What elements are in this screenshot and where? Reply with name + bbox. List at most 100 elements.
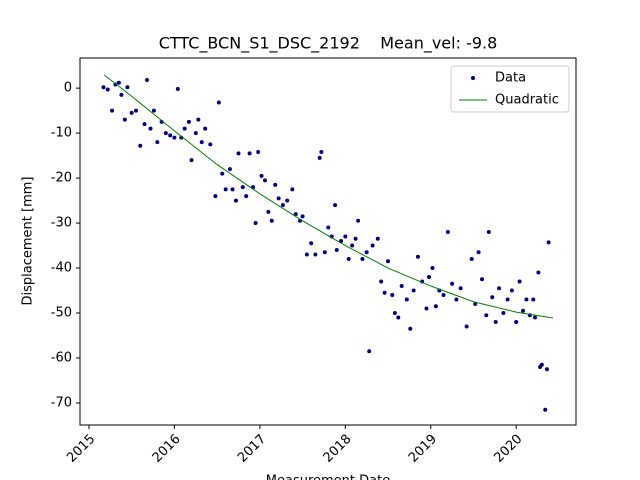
data-point (539, 362, 544, 367)
data-point (464, 324, 469, 329)
data-point (356, 218, 361, 223)
x-tick-label: 2019 (406, 432, 440, 466)
data-point (256, 149, 261, 154)
data-point (484, 313, 489, 318)
data-point (266, 209, 271, 214)
data-point (524, 297, 529, 302)
data-point (293, 212, 298, 217)
data-point (273, 182, 278, 187)
data-point (119, 92, 124, 97)
plot-area (101, 74, 554, 412)
data-point (445, 230, 450, 235)
data-point (227, 167, 232, 172)
y-tick-label: -60 (51, 350, 72, 365)
data-point (304, 252, 309, 257)
data-point (276, 196, 281, 201)
data-point (105, 87, 110, 92)
data-point (476, 250, 481, 255)
data-point (199, 140, 204, 145)
data-point (189, 158, 194, 163)
data-point (182, 126, 187, 131)
data-point (253, 221, 258, 226)
data-point (145, 78, 150, 83)
data-point (213, 194, 218, 199)
data-point (133, 108, 138, 113)
legend-label: Quadratic (495, 93, 559, 108)
data-point (532, 315, 537, 320)
data-point (168, 133, 173, 138)
data-point (186, 119, 191, 124)
data-point (501, 311, 506, 316)
data-point (138, 143, 143, 148)
data-point (469, 257, 474, 262)
data-point (486, 230, 491, 235)
data-point (319, 149, 324, 154)
data-point (196, 117, 201, 122)
data-point (521, 308, 526, 313)
fit-line (104, 74, 554, 319)
data-point (116, 80, 121, 85)
y-tick-label: -40 (51, 261, 72, 276)
data-point (364, 250, 369, 255)
data-point (399, 284, 404, 289)
data-point (408, 326, 413, 331)
legend-marker (471, 76, 475, 80)
data-point (382, 290, 387, 295)
data-point (155, 140, 160, 145)
data-point (300, 214, 305, 219)
data-point (473, 302, 478, 307)
data-point (236, 151, 241, 156)
data-point (151, 108, 156, 113)
data-point (290, 187, 295, 192)
y-tick-label: -70 (51, 395, 72, 410)
x-tick-label: 2015 (64, 432, 98, 466)
data-point (497, 286, 502, 291)
data-point (370, 243, 375, 248)
data-point (343, 234, 348, 239)
data-point (367, 349, 372, 354)
data-point (175, 87, 180, 92)
data-point (441, 293, 446, 298)
data-point (454, 297, 459, 302)
data-point (517, 279, 522, 284)
data-point (480, 277, 485, 282)
data-point (404, 297, 409, 302)
data-point (247, 151, 252, 156)
data-point (259, 173, 264, 178)
data-point (536, 270, 541, 275)
data-point (433, 304, 438, 309)
data-point (458, 286, 463, 291)
data-point (505, 297, 510, 302)
chart-title: CTTC_BCN_S1_DSC_2192 Mean_vel: -9.8 (159, 34, 498, 54)
x-tick-label: 2016 (150, 432, 184, 466)
data-point (411, 288, 416, 293)
data-point (353, 236, 358, 241)
data-point (240, 185, 245, 190)
data-point (392, 311, 397, 316)
data-point (125, 85, 130, 90)
y-tick-label: -20 (51, 171, 72, 186)
data-point (396, 315, 401, 320)
data-point (346, 257, 351, 262)
data-point (230, 187, 235, 192)
legend-label: Data (495, 71, 526, 86)
data-point (280, 203, 285, 208)
data-point (490, 295, 495, 300)
data-point (379, 279, 384, 284)
data-point (427, 275, 432, 280)
data-point (203, 126, 208, 131)
data-point (386, 259, 391, 264)
data-point (285, 198, 290, 203)
x-axis-label: Measurement Date (266, 474, 390, 480)
y-tick-label: -10 (51, 126, 72, 141)
y-tick-label: -50 (51, 306, 72, 321)
data-point (148, 126, 153, 131)
data-point (350, 243, 355, 248)
x-tick-label: 2020 (491, 432, 525, 466)
data-point (220, 171, 225, 176)
y-axis-label: Displacement [mm] (21, 177, 36, 306)
data-point (172, 135, 177, 140)
data-point (424, 306, 429, 311)
data-point (313, 252, 318, 257)
